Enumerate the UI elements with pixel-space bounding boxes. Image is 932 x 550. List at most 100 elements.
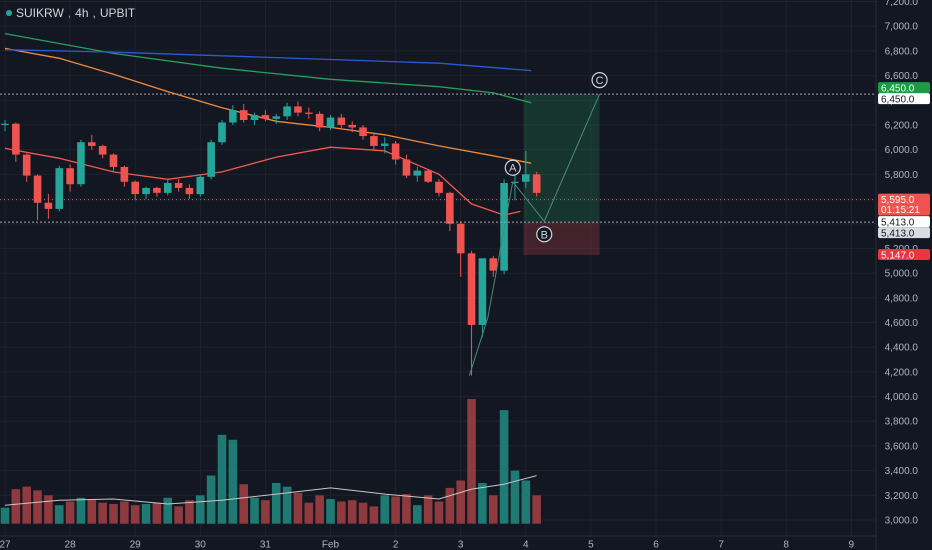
- target-price-tag: 6,450.0: [881, 84, 915, 95]
- volume-bar: [250, 497, 259, 524]
- price-tick: 7,000.0: [885, 22, 919, 33]
- candle-body: [511, 181, 519, 183]
- price-tick: 6,000.0: [885, 145, 919, 156]
- entry-price-tag-bg: [878, 227, 930, 239]
- last-price-tag: 01:15:21: [881, 205, 920, 216]
- volume-bar: [337, 501, 346, 524]
- target-price-tag-bg: [878, 82, 930, 94]
- stop-zone: [523, 222, 600, 255]
- entry-price-tag: 5,413.0: [881, 229, 915, 240]
- stop-price-tag-bg: [878, 248, 930, 260]
- price-tick: 4,200.0: [885, 367, 919, 378]
- volume-bar: [478, 482, 487, 524]
- volume-bar: [423, 495, 433, 524]
- entry-line-tag-bg: [878, 216, 930, 228]
- ma-line-ma_blue: [4, 49, 532, 72]
- volume-bar: [120, 501, 129, 524]
- candle-body: [359, 127, 367, 137]
- time-tick: 7: [718, 540, 724, 550]
- volume-bar: [109, 503, 118, 524]
- time-tick: 29: [130, 540, 142, 550]
- volume-bar: [239, 484, 248, 524]
- time-tick: Feb: [322, 540, 340, 550]
- volume-bar: [326, 499, 335, 524]
- candle-body: [55, 168, 64, 209]
- candle-body: [239, 110, 248, 121]
- candle-body: [142, 187, 150, 195]
- candle-body: [272, 116, 281, 119]
- pattern-point-circle: [504, 159, 521, 176]
- volume-bar: [174, 506, 183, 524]
- volume-bar: [510, 470, 520, 524]
- last-price-tag: 5,595.0: [881, 195, 915, 206]
- candle-body: [402, 159, 411, 176]
- volume-bar: [315, 495, 324, 524]
- volume-bar: [434, 501, 444, 524]
- volume-bar: [54, 505, 64, 524]
- candle-body: [120, 166, 129, 182]
- volume-bar: [293, 492, 303, 524]
- candle-body: [391, 143, 400, 160]
- volume-bar: [358, 502, 368, 524]
- abc-pattern: A B C: [468, 71, 608, 376]
- pattern-leg: [543, 93, 601, 222]
- time-tick: 30: [195, 540, 207, 550]
- candle-body: [131, 181, 139, 195]
- price-tick: 4,000.0: [885, 392, 919, 403]
- candle-body: [522, 174, 530, 182]
- volume-bar: [87, 499, 97, 524]
- volume-bar: [98, 502, 107, 524]
- volume-bar: [152, 502, 162, 524]
- price-tick: 3,000.0: [885, 516, 919, 527]
- interval-label[interactable]: 4h: [75, 6, 89, 20]
- price-tags: 6,450.06,450.0 5,595.001:15:21 5,413.05,41…: [878, 82, 930, 261]
- horizontal-lines: [0, 93, 876, 223]
- ma-line-vol_ma: [4, 475, 537, 506]
- target-line-tag: 6,450.0: [881, 95, 915, 106]
- price-tick: 5,000.0: [885, 269, 919, 280]
- candle-body: [1, 123, 9, 125]
- ma-line-ma_red: [4, 146, 521, 216]
- ma-line-ma_green: [4, 32, 532, 104]
- volume-bar: [347, 500, 357, 524]
- candle-body: [467, 253, 476, 325]
- candle-body: [294, 106, 302, 113]
- stop-price-tag: 5,147.0: [881, 250, 915, 261]
- candle-body: [196, 176, 205, 195]
- candle-body: [337, 117, 346, 125]
- candle-body: [532, 174, 541, 193]
- candle-body: [163, 182, 172, 193]
- candle-body: [185, 187, 194, 195]
- price-tick: 6,200.0: [885, 120, 919, 131]
- symbol-label[interactable]: SUIKRW: [16, 6, 64, 20]
- volume-bar: [11, 489, 21, 524]
- candle-body: [283, 106, 291, 117]
- volume-bar: [488, 495, 498, 524]
- price-tick: 3,600.0: [885, 441, 919, 452]
- candle-body: [305, 112, 313, 114]
- candle-body: [326, 117, 335, 128]
- pattern-label-c: C: [596, 75, 604, 87]
- volume-bars: [0, 399, 541, 524]
- volume-bar: [33, 490, 42, 524]
- candle-body: [109, 154, 118, 167]
- candle-body: [380, 143, 389, 146]
- volume-bar: [456, 480, 465, 524]
- candle-body: [489, 258, 498, 271]
- time-tick: 5: [588, 540, 594, 550]
- last-price-tag-bg: [878, 193, 930, 216]
- time-tick: 27: [0, 540, 11, 550]
- candle-body: [12, 123, 20, 155]
- candle-body: [348, 124, 356, 128]
- time-tick: 8: [783, 540, 789, 550]
- volume-bar: [271, 482, 281, 524]
- price-tick: 3,200.0: [885, 491, 919, 502]
- header-sep-1: ,: [67, 6, 72, 20]
- candle-body: [88, 142, 96, 146]
- candle-body: [174, 182, 183, 188]
- price-tick: 4,400.0: [885, 343, 919, 354]
- volume-bar: [532, 495, 541, 524]
- volume-bar: [0, 507, 10, 524]
- chart-header: SUIKRW, 4h, UPBIT: [6, 6, 135, 20]
